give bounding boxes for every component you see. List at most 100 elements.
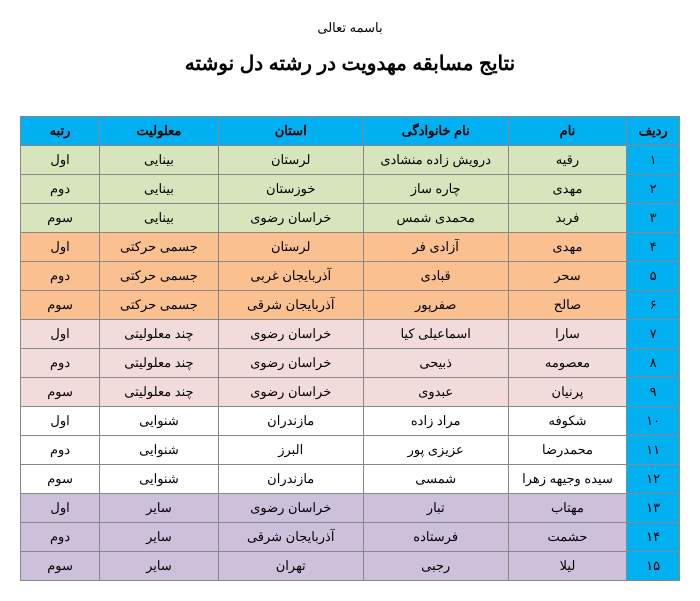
cell-rank: ۱۴ <box>627 523 680 552</box>
cell-province: خراسان رضوی <box>218 494 363 523</box>
cell-province: مازندران <box>218 465 363 494</box>
cell-family: محمدی شمس <box>363 204 508 233</box>
cell-name: معصومه <box>508 349 627 378</box>
table-row: ۸معصومهذبیحیخراسان رضویچند معلولیتیدوم <box>21 349 680 378</box>
cell-province: تهران <box>218 552 363 581</box>
cell-name: رقیه <box>508 146 627 175</box>
cell-disability: سایر <box>100 523 219 552</box>
cell-family: فرستاده <box>363 523 508 552</box>
table-row: ۱۳مهتابتبارخراسان رضویسایراول <box>21 494 680 523</box>
cell-place: اول <box>21 233 100 262</box>
header-top: باسمه تعالی <box>20 20 680 36</box>
cell-province: لرستان <box>218 233 363 262</box>
cell-family: قبادی <box>363 262 508 291</box>
col-province: استان <box>218 117 363 146</box>
table-row: ۹پرنیانعبدویخراسان رضویچند معلولیتیسوم <box>21 378 680 407</box>
cell-name: فربد <box>508 204 627 233</box>
cell-place: سوم <box>21 291 100 320</box>
cell-disability: سایر <box>100 552 219 581</box>
cell-disability: بینایی <box>100 204 219 233</box>
cell-place: سوم <box>21 204 100 233</box>
table-row: ۱۱محمدرضاعزیزی پورالبرزشنواییدوم <box>21 436 680 465</box>
cell-name: مهدی <box>508 175 627 204</box>
cell-name: پرنیان <box>508 378 627 407</box>
cell-place: سوم <box>21 378 100 407</box>
cell-disability: سایر <box>100 494 219 523</box>
cell-disability: چند معلولیتی <box>100 320 219 349</box>
cell-place: دوم <box>21 436 100 465</box>
cell-place: سوم <box>21 465 100 494</box>
table-row: ۴مهدیآزادی فرلرستانجسمی حرکتیاول <box>21 233 680 262</box>
table-row: ۱۲سیده وجیهه زهراشمسیمازندرانشنواییسوم <box>21 465 680 494</box>
cell-place: اول <box>21 320 100 349</box>
cell-disability: شنوایی <box>100 436 219 465</box>
table-body: ۱رقیهدرویش زاده منشادیلرستانبیناییاول۲مه… <box>21 146 680 581</box>
cell-name: حشمت <box>508 523 627 552</box>
cell-family: درویش زاده منشادی <box>363 146 508 175</box>
cell-place: دوم <box>21 175 100 204</box>
cell-rank: ۵ <box>627 262 680 291</box>
cell-disability: چند معلولیتی <box>100 349 219 378</box>
cell-name: لیلا <box>508 552 627 581</box>
cell-province: خراسان رضوی <box>218 320 363 349</box>
cell-rank: ۱۱ <box>627 436 680 465</box>
cell-disability: بینایی <box>100 146 219 175</box>
table-row: ۷سارااسماعیلی کیاخراسان رضویچند معلولیتی… <box>21 320 680 349</box>
cell-disability: شنوایی <box>100 465 219 494</box>
cell-disability: جسمی حرکتی <box>100 262 219 291</box>
cell-place: اول <box>21 146 100 175</box>
cell-rank: ۴ <box>627 233 680 262</box>
cell-rank: ۷ <box>627 320 680 349</box>
cell-disability: بینایی <box>100 175 219 204</box>
results-table: ردیف نام نام خانوادگی استان معلولیت رتبه… <box>20 116 680 581</box>
table-row: ۱۰شکوفهمراد زادهمازندرانشنواییاول <box>21 407 680 436</box>
cell-rank: ۲ <box>627 175 680 204</box>
table-row: ۶صالحصفرپورآذربایجان شرقیجسمی حرکتیسوم <box>21 291 680 320</box>
cell-family: صفرپور <box>363 291 508 320</box>
table-row: ۱۵لیلارجبیتهرانسایرسوم <box>21 552 680 581</box>
cell-family: رجبی <box>363 552 508 581</box>
cell-family: مراد زاده <box>363 407 508 436</box>
cell-rank: ۱۰ <box>627 407 680 436</box>
col-family: نام خانوادگی <box>363 117 508 146</box>
cell-province: خراسان رضوی <box>218 204 363 233</box>
cell-name: مهتاب <box>508 494 627 523</box>
cell-rank: ۳ <box>627 204 680 233</box>
cell-place: اول <box>21 494 100 523</box>
cell-rank: ۱۵ <box>627 552 680 581</box>
cell-name: محمدرضا <box>508 436 627 465</box>
cell-place: دوم <box>21 523 100 552</box>
cell-name: شکوفه <box>508 407 627 436</box>
cell-province: خوزستان <box>218 175 363 204</box>
cell-name: مهدی <box>508 233 627 262</box>
col-disability: معلولیت <box>100 117 219 146</box>
col-rank: ردیف <box>627 117 680 146</box>
col-place: رتبه <box>21 117 100 146</box>
header-title: نتایج مسابقه مهدویت در رشته دل نوشته <box>20 51 680 76</box>
cell-name: صالح <box>508 291 627 320</box>
table-row: ۵سحرقبادیآذربایجان غربیجسمی حرکتیدوم <box>21 262 680 291</box>
cell-province: لرستان <box>218 146 363 175</box>
cell-province: البرز <box>218 436 363 465</box>
cell-province: خراسان رضوی <box>218 378 363 407</box>
header-row: ردیف نام نام خانوادگی استان معلولیت رتبه <box>21 117 680 146</box>
cell-province: آذربایجان شرقی <box>218 523 363 552</box>
cell-family: عزیزی پور <box>363 436 508 465</box>
cell-family: عبدوی <box>363 378 508 407</box>
cell-family: ذبیحی <box>363 349 508 378</box>
cell-family: آزادی فر <box>363 233 508 262</box>
cell-rank: ۱۳ <box>627 494 680 523</box>
table-row: ۲مهدیچاره سازخوزستانبیناییدوم <box>21 175 680 204</box>
cell-family: چاره ساز <box>363 175 508 204</box>
cell-rank: ۱ <box>627 146 680 175</box>
cell-rank: ۶ <box>627 291 680 320</box>
cell-family: اسماعیلی کیا <box>363 320 508 349</box>
cell-name: سارا <box>508 320 627 349</box>
cell-rank: ۸ <box>627 349 680 378</box>
cell-rank: ۱۲ <box>627 465 680 494</box>
cell-province: مازندران <box>218 407 363 436</box>
cell-family: تبار <box>363 494 508 523</box>
cell-province: آذربایجان غربی <box>218 262 363 291</box>
cell-disability: جسمی حرکتی <box>100 233 219 262</box>
table-row: ۱رقیهدرویش زاده منشادیلرستانبیناییاول <box>21 146 680 175</box>
